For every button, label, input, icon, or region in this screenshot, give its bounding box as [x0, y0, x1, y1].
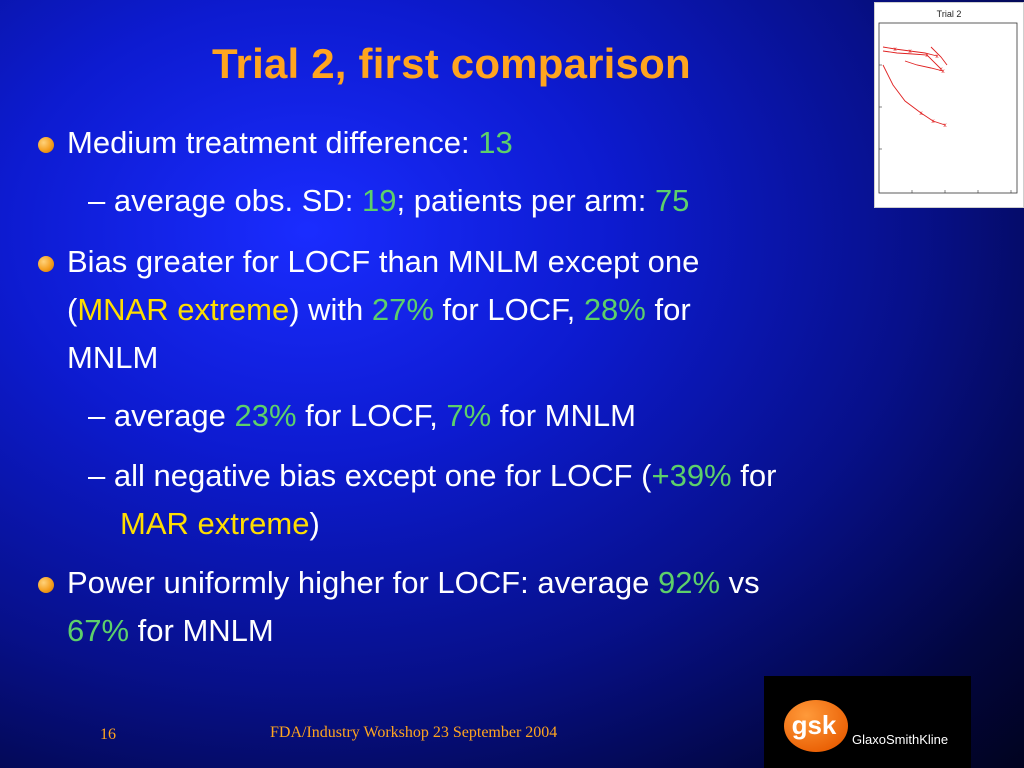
svg-text:x: x: [925, 52, 929, 59]
svg-text:x: x: [919, 110, 923, 117]
treatment-difference-value: 13: [478, 125, 513, 160]
mnar-extreme-label: MNAR extreme: [77, 292, 290, 327]
bullet-2-line-1: Bias greater for LOCF than MNLM except o…: [67, 244, 700, 279]
thumbnail-plot-svg: x xx xxx xxx: [878, 22, 1018, 194]
gsk-logo: gsk GlaxoSmithKline: [764, 676, 971, 768]
bullet-icon: [38, 137, 54, 153]
slide-number: 16: [100, 726, 116, 743]
sd-value: 19: [362, 183, 397, 218]
bullet-1-text: Medium treatment difference:: [67, 125, 479, 160]
bullet-2-line-2: (MNAR extreme) with 27% for LOCF, 28% fo…: [67, 292, 691, 327]
svg-text:x: x: [939, 66, 943, 73]
svg-text:x: x: [935, 53, 939, 60]
bullet-2-line-3: MNLM: [67, 340, 159, 375]
svg-text:x: x: [931, 118, 935, 125]
gsk-badge-icon: gsk: [784, 700, 848, 752]
svg-text:gsk: gsk: [792, 710, 837, 740]
sub-bullet-3-line-1: – all negative bias except one for LOCF …: [88, 458, 777, 493]
bullet-icon: [38, 256, 54, 272]
slide-title: Trial 2, first comparison: [212, 40, 691, 87]
mar-extreme-label: MAR extreme: [120, 506, 310, 541]
footer-event: FDA/Industry Workshop 23 September 2004: [270, 724, 558, 741]
thumbnail-title: Trial 2: [936, 9, 962, 19]
bullet-3-line-2: 67% for MNLM: [67, 613, 274, 648]
bullet-1: Medium treatment difference: 13: [67, 125, 513, 161]
sub-bullet-2: – average 23% for LOCF, 7% for MNLM: [88, 398, 636, 433]
svg-text:x: x: [943, 122, 947, 129]
svg-text:x: x: [941, 68, 945, 75]
bullet-icon: [38, 577, 54, 593]
sub-bullet-3-line-2: MAR extreme): [120, 506, 320, 541]
patients-value: 75: [654, 183, 690, 218]
bullet-3-line-1: Power uniformly higher for LOCF: average…: [67, 565, 760, 600]
svg-text:x: x: [908, 48, 912, 55]
sub-bullet-1: – average obs. SD: 19; patients per arm:…: [88, 183, 690, 218]
svg-text:x: x: [893, 46, 897, 53]
gsk-logo-text: GlaxoSmithKline: [852, 732, 949, 747]
